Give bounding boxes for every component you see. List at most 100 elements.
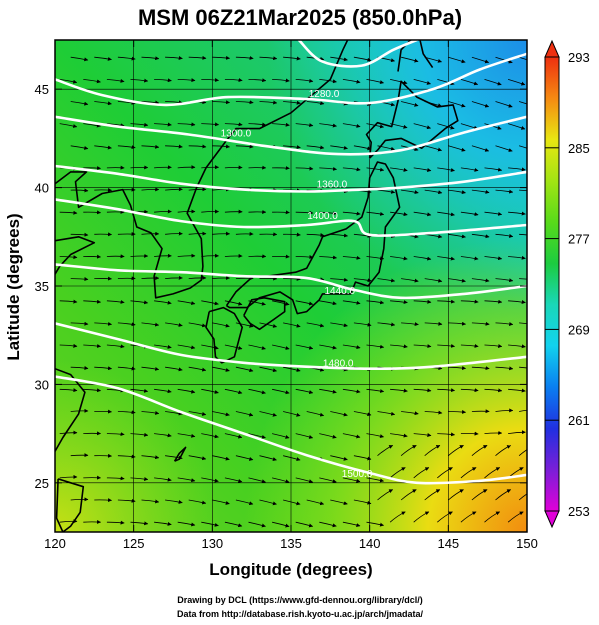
wind-arrow bbox=[495, 56, 513, 64]
wind-arrow bbox=[154, 300, 172, 305]
wind-arrow bbox=[295, 123, 314, 128]
wind-arrow bbox=[424, 489, 441, 501]
wind-arrow bbox=[259, 499, 277, 506]
wind-arrow bbox=[353, 411, 372, 417]
wind-arrow bbox=[83, 123, 101, 128]
wind-arrow bbox=[437, 79, 455, 86]
wind-arrow bbox=[330, 322, 348, 328]
wind-arrow bbox=[448, 278, 466, 283]
wind-streamlines bbox=[59, 55, 527, 528]
contour-label: 1300.0 bbox=[221, 128, 252, 139]
wind-arrow bbox=[306, 145, 325, 150]
coastline bbox=[173, 446, 187, 462]
wind-arrow bbox=[283, 232, 301, 237]
wind-arrow bbox=[106, 344, 125, 349]
wind-arrow bbox=[59, 343, 78, 348]
wind-arrow bbox=[424, 321, 443, 326]
wind-arrow bbox=[390, 211, 408, 217]
wind-arrow bbox=[508, 167, 526, 172]
wind-arrow bbox=[94, 321, 112, 326]
wind-arrow bbox=[94, 366, 112, 371]
wind-arrow bbox=[141, 499, 160, 504]
wind-arrow bbox=[212, 275, 230, 280]
wind-arrow bbox=[141, 276, 160, 281]
wind-arrow bbox=[235, 144, 254, 149]
wind-arrow bbox=[377, 145, 395, 151]
wind-arrow bbox=[224, 344, 243, 350]
wind-arrow bbox=[377, 411, 396, 416]
wind-arrow bbox=[70, 56, 89, 62]
wind-arrow bbox=[165, 275, 183, 280]
wind-arrow bbox=[460, 211, 479, 217]
wind-arrow bbox=[117, 366, 136, 371]
wind-arrow bbox=[272, 521, 290, 528]
wind-arrow bbox=[272, 78, 290, 83]
wind-arrow bbox=[83, 79, 101, 84]
wind-arrow bbox=[224, 433, 243, 439]
wind-arrow bbox=[353, 499, 372, 505]
wind-arrow bbox=[201, 388, 219, 394]
wind-arrow bbox=[413, 299, 432, 304]
colorbar: 293 285 277 269 261 253 bbox=[544, 39, 590, 529]
wind-arrow bbox=[295, 78, 314, 83]
wind-arrow bbox=[70, 321, 89, 326]
wind-arrow bbox=[319, 300, 337, 306]
colorbar-tick-label: 277 bbox=[568, 232, 590, 247]
wind-arrow bbox=[448, 189, 466, 195]
wind-arrow bbox=[460, 79, 479, 86]
wind-arrow bbox=[448, 409, 466, 414]
wind-arrow bbox=[484, 299, 503, 304]
wind-arrow bbox=[165, 366, 183, 372]
wind-arrow bbox=[495, 101, 513, 108]
height-contour bbox=[297, 40, 419, 68]
wind-arrow bbox=[70, 497, 89, 502]
wind-arrow bbox=[413, 123, 431, 130]
wind-arrow bbox=[188, 499, 207, 505]
wind-arrow bbox=[508, 255, 526, 260]
wind-arrow bbox=[295, 166, 314, 171]
wind-arrow bbox=[471, 278, 490, 283]
colorbar-ticks: 293 285 277 269 261 253 bbox=[545, 50, 590, 519]
wind-arrow bbox=[507, 511, 524, 523]
wind-arrow bbox=[471, 189, 490, 194]
wind-arrow bbox=[212, 231, 230, 236]
wind-arrow bbox=[471, 56, 490, 64]
wind-arrow bbox=[70, 232, 89, 237]
wind-arrow bbox=[283, 100, 301, 105]
wind-arrow bbox=[224, 78, 243, 83]
wind-arrow bbox=[448, 366, 466, 371]
wind-arrow bbox=[94, 145, 112, 150]
wind-arrow bbox=[342, 388, 361, 394]
wind-arrow bbox=[518, 145, 527, 149]
wind-arrow bbox=[400, 489, 417, 501]
wind-arrow bbox=[235, 411, 254, 417]
y-tick-label: 40 bbox=[35, 181, 49, 196]
wind-arrow bbox=[460, 511, 477, 523]
wind-arrow bbox=[106, 299, 125, 304]
wind-arrow bbox=[319, 166, 337, 171]
wind-arrow bbox=[94, 101, 112, 106]
coastline bbox=[225, 40, 349, 141]
height-contour bbox=[55, 263, 527, 300]
wind-arrow bbox=[177, 300, 196, 306]
wind-arrow bbox=[165, 187, 183, 192]
wind-arrow bbox=[366, 521, 384, 527]
wind-arrow bbox=[272, 477, 290, 484]
wind-arrow bbox=[342, 477, 361, 483]
wind-arrow bbox=[377, 278, 396, 283]
wind-arrow bbox=[424, 278, 443, 283]
wind-arrow bbox=[401, 322, 419, 327]
wind-arrow bbox=[495, 189, 514, 194]
wind-arrow bbox=[319, 521, 337, 528]
wind-arrow bbox=[330, 455, 348, 461]
wind-arrow bbox=[141, 56, 160, 61]
wind-arrow bbox=[154, 253, 172, 258]
wind-arrow bbox=[141, 231, 160, 236]
contour-labels: 1280.0 1300.0 1360.0 1400.0 1440.0 1480.0 1500… bbox=[221, 89, 373, 480]
wind-arrow bbox=[353, 278, 372, 283]
colorbar-tick-label: 293 bbox=[568, 50, 590, 65]
wind-arrow bbox=[248, 521, 266, 528]
wind-arrow bbox=[224, 300, 243, 306]
wind-arrow bbox=[413, 211, 432, 217]
x-tick-label: 135 bbox=[280, 536, 302, 551]
